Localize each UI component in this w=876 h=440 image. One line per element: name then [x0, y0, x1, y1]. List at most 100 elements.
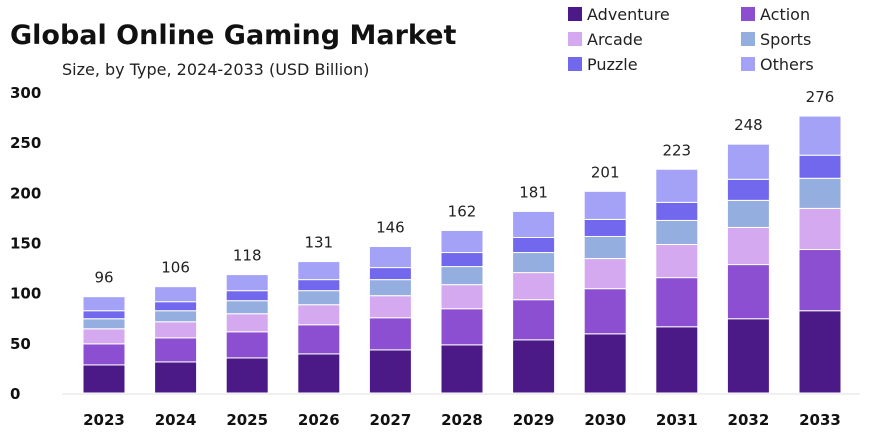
bar-segment-arcade: [583, 258, 627, 290]
bar-segment-adventure: [368, 349, 412, 394]
bar-segment-action: [798, 249, 842, 312]
bar-segment-action: [655, 277, 699, 328]
bar-segment-sports: [512, 252, 556, 274]
bar-segment-arcade: [798, 207, 842, 251]
bar-segment-puzzle: [583, 218, 627, 237]
y-tick-label: 150: [10, 235, 41, 253]
bar-segment-sports: [297, 290, 341, 306]
bar-segment-arcade: [368, 295, 412, 319]
legend-label: Others: [760, 55, 814, 74]
bar-total-label: 131: [304, 234, 333, 252]
x-tick-label: 2030: [584, 411, 626, 429]
bar-segment-puzzle: [82, 310, 126, 320]
total-labels: 96 106 118 131 146 162 181 201 223 248 276: [94, 88, 834, 287]
x-axis: 2023 2024 2025 2026 2027 2028 2029 2030 2031 2032…: [62, 393, 860, 429]
bar-segment-arcade: [655, 244, 699, 279]
bar-segment-action: [82, 343, 126, 366]
x-tick-label: 2029: [513, 411, 555, 429]
bar-segment-action: [583, 288, 627, 335]
bar-segment-action: [297, 324, 341, 355]
bar-segment-action: [225, 331, 269, 359]
bar-segment-others: [512, 210, 556, 238]
bar-total-label: 146: [376, 219, 405, 237]
bar-segment-arcade: [154, 321, 198, 339]
x-tick-label: 2026: [298, 411, 340, 429]
x-tick-label: 2028: [441, 411, 483, 429]
bar-segment-sports: [440, 266, 484, 286]
legend-label: Sports: [760, 30, 811, 49]
legend-label: Action: [760, 5, 810, 24]
bar-segment-others: [297, 261, 341, 281]
bar-segment-others: [655, 168, 699, 203]
bar-segment-puzzle: [225, 290, 269, 302]
bar-segment-action: [154, 337, 198, 363]
bar-total-label: 118: [233, 247, 262, 265]
bar-segment-sports: [655, 219, 699, 246]
bar-segment-arcade: [726, 226, 770, 266]
bar-segment-arcade: [82, 328, 126, 345]
bar-segment-others: [798, 115, 842, 156]
bar-segment-arcade: [512, 272, 556, 301]
bar-segment-adventure: [225, 357, 269, 394]
bar-segment-arcade: [440, 284, 484, 310]
bar-segment-sports: [798, 177, 842, 209]
bar-segment-arcade: [225, 313, 269, 333]
bar-segment-sports: [726, 199, 770, 228]
legend-swatch: [568, 57, 582, 71]
y-tick-label: 200: [10, 184, 41, 202]
bar-segment-others: [154, 286, 198, 303]
bar-segment-others: [368, 246, 412, 269]
bar-segment-sports: [225, 300, 269, 315]
legend-swatch: [568, 32, 582, 46]
bar-total-label: 181: [519, 183, 548, 201]
bar-segment-others: [440, 229, 484, 254]
bar-segment-adventure: [655, 326, 699, 394]
legend-label: Arcade: [587, 30, 643, 49]
y-tick-label: 300: [10, 84, 41, 102]
bar-segment-others: [726, 143, 770, 180]
x-tick-label: 2033: [799, 411, 841, 429]
bar-total-label: 248: [734, 116, 763, 134]
bar-segment-adventure: [440, 344, 484, 394]
bar-total-label: 106: [161, 259, 190, 277]
bar-segment-puzzle: [154, 301, 198, 312]
bar-segment-puzzle: [798, 154, 842, 179]
bar-segment-action: [726, 264, 770, 320]
legend: Adventure Action Arcade Sports Puzzle Others: [568, 5, 814, 74]
bar-segment-puzzle: [440, 252, 484, 268]
bar-segment-others: [583, 190, 627, 220]
bar-segment-sports: [583, 235, 627, 260]
bar-segment-adventure: [583, 333, 627, 394]
bar-segment-others: [225, 274, 269, 292]
x-tick-label: 2031: [656, 411, 698, 429]
bar-segment-arcade: [297, 304, 341, 326]
x-tick-label: 2032: [728, 411, 770, 429]
bar-segment-adventure: [154, 361, 198, 394]
bar-segment-adventure: [512, 339, 556, 394]
x-tick-label: 2023: [83, 411, 125, 429]
bar-segment-action: [368, 317, 412, 351]
chart-title: Global Online Gaming Market: [10, 20, 456, 51]
x-tick-label: 2024: [155, 411, 197, 429]
bar-segment-sports: [82, 318, 126, 330]
bar-segment-adventure: [726, 318, 770, 394]
bar-segment-sports: [154, 310, 198, 323]
legend-label: Puzzle: [587, 55, 638, 74]
y-tick-label: 100: [10, 285, 41, 303]
bar-segment-puzzle: [655, 201, 699, 221]
bar-total-label: 201: [591, 163, 620, 181]
y-tick-label: 250: [10, 134, 41, 152]
bar-segment-puzzle: [512, 236, 556, 254]
bar-segment-puzzle: [368, 267, 412, 281]
bar-segment-puzzle: [726, 178, 770, 201]
bar-segment-puzzle: [297, 279, 341, 292]
bar-segment-adventure: [82, 364, 126, 394]
bars: [82, 115, 842, 394]
bar-segment-sports: [368, 279, 412, 297]
bar-segment-adventure: [798, 310, 842, 394]
chart-subtitle: Size, by Type, 2024-2033 (USD Billion): [62, 60, 369, 79]
y-axis: 300 250 200 150 100 50 0: [10, 84, 41, 403]
legend-label: Adventure: [587, 5, 670, 24]
x-tick-label: 2027: [370, 411, 412, 429]
x-tick-label: 2025: [226, 411, 268, 429]
